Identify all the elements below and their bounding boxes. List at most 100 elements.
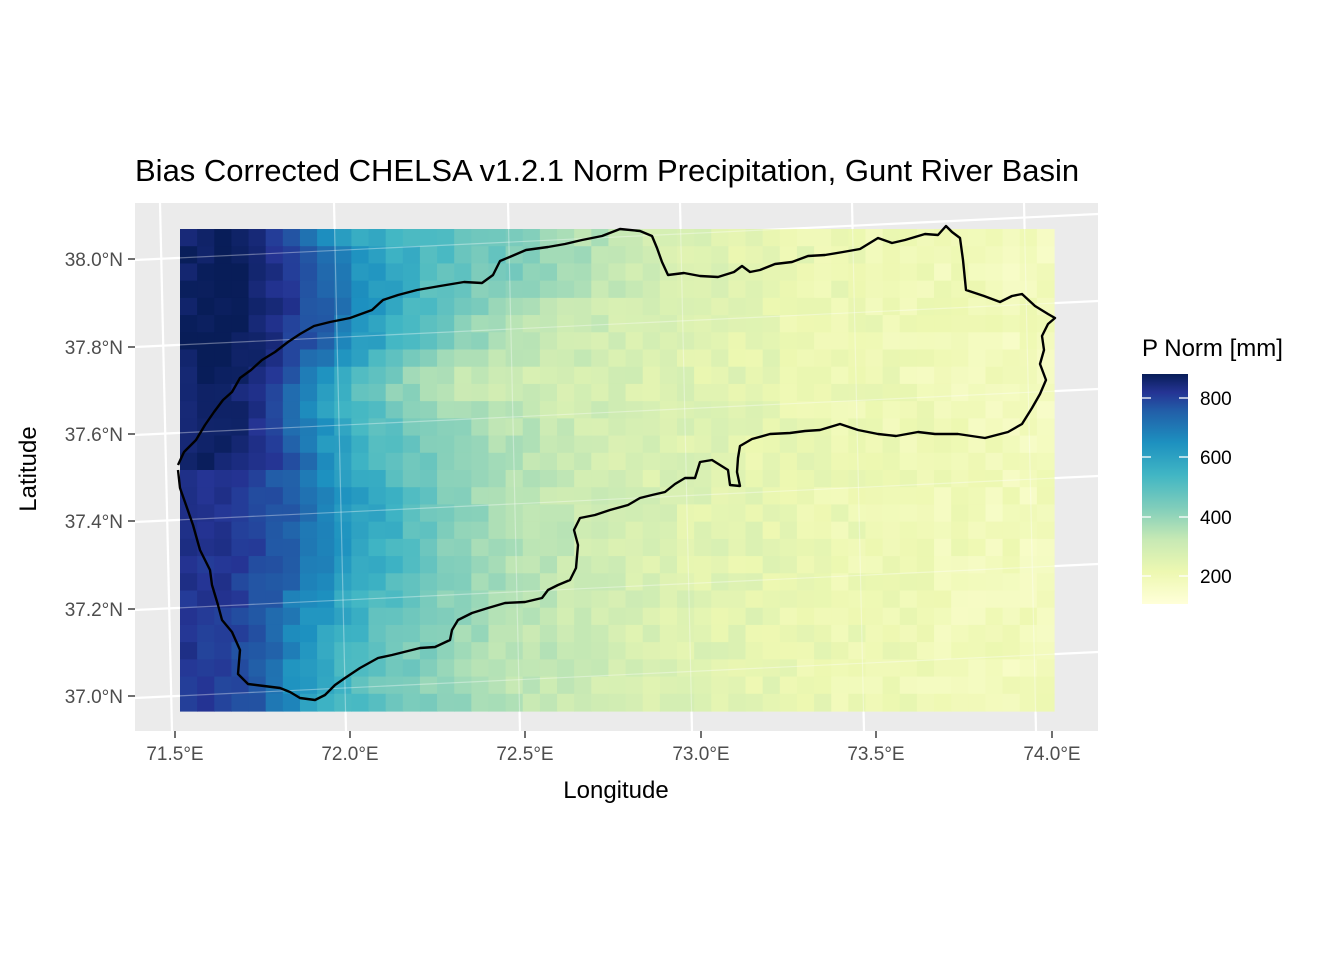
raster-cell xyxy=(317,435,335,454)
raster-cell xyxy=(231,315,250,333)
raster-cell xyxy=(968,470,987,488)
raster-cell xyxy=(1019,590,1038,609)
raster-cell xyxy=(539,349,558,368)
legend-label: 200 xyxy=(1200,567,1232,588)
raster-cell xyxy=(968,538,987,557)
raster-cell xyxy=(351,315,370,333)
raster-cell xyxy=(454,332,472,351)
raster-cell xyxy=(368,418,387,437)
raster-cell xyxy=(711,418,729,437)
raster-cell xyxy=(282,401,301,419)
raster-cell xyxy=(454,538,472,557)
raster-cell xyxy=(471,504,490,523)
raster-cell xyxy=(317,246,335,265)
raster-cell xyxy=(539,590,558,609)
raster-cell xyxy=(385,452,404,471)
raster-cell xyxy=(642,332,661,351)
raster-cell xyxy=(334,556,352,574)
raster-cell xyxy=(848,624,867,643)
raster-cell xyxy=(282,383,301,402)
raster-cell xyxy=(916,401,935,419)
raster-cell xyxy=(951,624,969,643)
raster-cell xyxy=(437,297,455,316)
raster-cell xyxy=(985,607,1004,626)
raster-cell xyxy=(625,504,644,523)
raster-cell xyxy=(814,607,832,626)
raster-cell xyxy=(916,624,935,643)
raster-cell xyxy=(1036,693,1055,712)
gridline-overlay xyxy=(134,475,1099,523)
raster-cell xyxy=(368,435,387,454)
raster-cell xyxy=(591,607,610,626)
raster-cell xyxy=(642,349,661,368)
raster-cell xyxy=(762,590,781,609)
raster-cell xyxy=(985,504,1004,523)
raster-cell xyxy=(197,263,215,282)
raster-cell xyxy=(471,452,490,471)
raster-cell xyxy=(728,366,747,385)
raster-cell xyxy=(385,229,404,247)
raster-cell xyxy=(334,573,352,592)
raster-cell xyxy=(557,590,575,609)
raster-cell xyxy=(454,383,472,402)
raster-cell xyxy=(694,659,712,678)
raster-cell xyxy=(282,538,301,557)
raster-cell xyxy=(608,297,627,316)
raster-cell xyxy=(299,521,318,540)
raster-cell xyxy=(265,366,284,385)
raster-cell xyxy=(985,556,1004,574)
raster-cell xyxy=(642,624,661,643)
raster-cell xyxy=(1036,435,1055,454)
raster-cell xyxy=(934,332,952,351)
raster-cell xyxy=(659,263,678,282)
raster-cell xyxy=(831,590,849,609)
raster-cell xyxy=(214,521,233,540)
raster-cell xyxy=(745,452,764,471)
raster-cell xyxy=(591,659,610,678)
raster-cell xyxy=(1002,659,1021,678)
raster-cell xyxy=(368,332,387,351)
raster-cell xyxy=(368,624,387,643)
raster-cell xyxy=(1019,246,1038,265)
raster-cell xyxy=(557,538,575,557)
raster-cell xyxy=(951,246,969,265)
raster-cell xyxy=(968,590,987,609)
raster-cell xyxy=(934,280,952,299)
raster-cell xyxy=(745,332,764,351)
raster-cell xyxy=(608,538,627,557)
raster-cell xyxy=(916,263,935,282)
raster-cell xyxy=(882,659,901,678)
raster-cell xyxy=(214,642,233,660)
raster-cell xyxy=(471,366,490,385)
raster-cell xyxy=(625,607,644,626)
raster-cell xyxy=(951,659,969,678)
raster-cell xyxy=(419,573,438,592)
raster-cell xyxy=(437,435,455,454)
raster-cell xyxy=(454,280,472,299)
raster-cell xyxy=(231,676,250,695)
raster-cell xyxy=(539,246,558,265)
raster-cell xyxy=(248,624,267,643)
raster-cell xyxy=(1002,246,1021,265)
raster-cell xyxy=(659,366,678,385)
raster-cell xyxy=(659,452,678,471)
raster-cell xyxy=(659,297,678,316)
raster-cell xyxy=(762,332,781,351)
raster-cell xyxy=(351,366,370,385)
raster-cell xyxy=(539,435,558,454)
raster-cell xyxy=(574,607,592,626)
raster-cell xyxy=(882,521,901,540)
raster-cell xyxy=(334,452,352,471)
raster-cell xyxy=(608,263,627,282)
raster-cell xyxy=(334,349,352,368)
raster-cell xyxy=(968,452,987,471)
raster-cell xyxy=(899,642,918,660)
raster-cell xyxy=(351,332,370,351)
raster-cell xyxy=(368,693,387,712)
raster-cell xyxy=(574,470,592,488)
raster-cell xyxy=(796,556,815,574)
raster-cell xyxy=(728,297,747,316)
raster-cell xyxy=(1019,693,1038,712)
raster-cell xyxy=(471,693,490,712)
raster-cell xyxy=(1002,504,1021,523)
